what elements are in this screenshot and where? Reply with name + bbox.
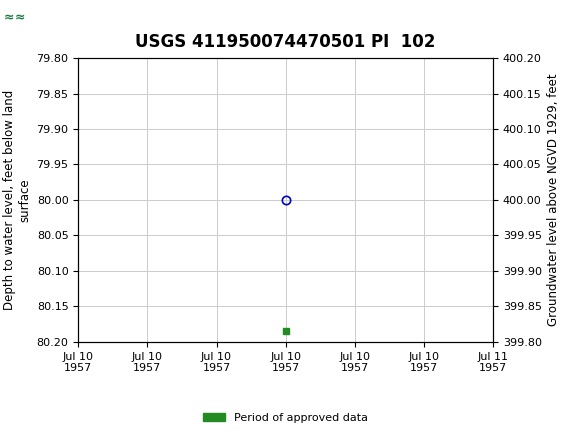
Text: ≈: ≈ [4,12,15,25]
Y-axis label: Depth to water level, feet below land
surface: Depth to water level, feet below land su… [3,90,31,310]
Legend: Period of approved data: Period of approved data [198,408,372,427]
Y-axis label: Groundwater level above NGVD 1929, feet: Groundwater level above NGVD 1929, feet [548,74,560,326]
Title: USGS 411950074470501 PI  102: USGS 411950074470501 PI 102 [136,33,436,51]
Text: USGS: USGS [26,11,73,26]
Bar [3,3,52,35]
Text: ≈: ≈ [14,12,25,25]
